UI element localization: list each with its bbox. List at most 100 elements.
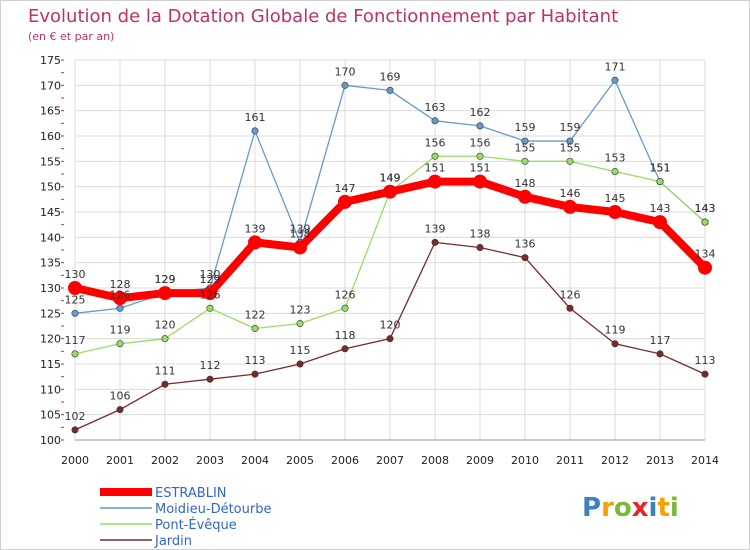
data-label: 126 — [335, 288, 356, 301]
data-point — [566, 157, 574, 165]
data-label: 115 — [290, 344, 311, 357]
data-point — [611, 340, 619, 348]
data-label: 126 — [560, 288, 581, 301]
y-tick-label: 160 — [40, 130, 61, 143]
x-tick-label: 2010 — [511, 454, 539, 467]
data-label: 130 — [65, 268, 86, 281]
data-point — [341, 81, 349, 89]
data-point — [611, 76, 619, 84]
y-tick-label: 115 — [40, 358, 61, 371]
data-point — [611, 167, 619, 175]
data-point — [113, 291, 127, 306]
x-tick-label: 2005 — [286, 454, 314, 467]
chart-subtitle: (en € et par an) — [28, 30, 114, 43]
data-label: 112 — [200, 359, 221, 372]
y-tick-label: 110 — [40, 383, 61, 396]
y-tick-label: 105 — [40, 409, 61, 422]
data-point — [116, 304, 124, 312]
x-tick-label: 2000 — [61, 454, 89, 467]
data-point — [296, 319, 304, 327]
y-tick-label: 120 — [40, 333, 61, 346]
data-label: 153 — [605, 151, 626, 164]
data-label: 111 — [155, 364, 176, 377]
y-tick-label: 175 — [40, 54, 61, 67]
data-point — [341, 345, 349, 353]
data-label: 113 — [695, 354, 716, 367]
data-point — [656, 178, 664, 186]
data-label: 139 — [425, 222, 446, 235]
proxiti-logo: Proxiti — [582, 493, 679, 523]
legend-label: Moidieu-Détourbe — [155, 502, 271, 517]
data-point — [161, 380, 169, 388]
data-point — [476, 122, 484, 130]
data-label: 119 — [605, 324, 626, 337]
x-tick-label: 2002 — [151, 454, 179, 467]
data-label: 138 — [470, 227, 491, 240]
data-label: 129 — [200, 273, 221, 286]
data-label: 162 — [470, 106, 491, 119]
data-point — [521, 137, 529, 145]
y-tick-label: 155 — [40, 155, 61, 168]
data-point — [251, 370, 259, 378]
data-point — [296, 360, 304, 368]
data-point — [251, 127, 259, 135]
legend-label: ESTRABLIN — [155, 486, 227, 501]
x-tick-label: 2014 — [691, 454, 719, 467]
data-label: 139 — [245, 222, 266, 235]
data-label: 117 — [650, 334, 671, 347]
data-label: 126 — [200, 288, 221, 301]
y-tick-label: 145 — [40, 206, 61, 219]
data-point — [158, 286, 172, 301]
data-label: 149 — [380, 172, 401, 185]
data-point — [431, 238, 439, 246]
data-point — [71, 350, 79, 358]
data-label: 122 — [245, 309, 266, 322]
data-label: 149 — [380, 172, 401, 185]
y-tick-label: 150 — [40, 181, 61, 194]
data-point — [698, 260, 712, 275]
data-label: 156 — [425, 136, 446, 149]
data-point — [521, 254, 529, 262]
data-label: 130 — [200, 268, 221, 281]
logo-letter: t — [657, 493, 669, 523]
data-label: 163 — [425, 101, 446, 114]
data-point — [116, 340, 124, 348]
data-point — [476, 152, 484, 160]
x-tick-label: 2009 — [466, 454, 494, 467]
data-point — [656, 350, 664, 358]
legend-label: Jardin — [154, 534, 192, 549]
data-label: 151 — [470, 162, 491, 175]
data-point — [206, 375, 214, 383]
data-point — [701, 218, 709, 226]
data-label: 143 — [695, 202, 716, 215]
data-point — [563, 199, 577, 214]
data-point — [518, 189, 532, 204]
logo-letter: P — [582, 493, 601, 523]
data-point — [566, 304, 574, 312]
data-point — [116, 406, 124, 414]
y-tick-label: 135 — [40, 257, 61, 270]
grid — [74, 59, 706, 441]
series-lines — [68, 76, 712, 434]
data-label: 134 — [695, 248, 716, 261]
data-label: 102 — [65, 410, 86, 423]
x-tick-label: 2011 — [556, 454, 584, 467]
data-label: 125 — [65, 293, 86, 306]
data-label: 106 — [110, 390, 131, 403]
data-label: 169 — [380, 70, 401, 83]
legend-label: Pont-Évêque — [155, 517, 237, 533]
data-label: 156 — [470, 136, 491, 149]
data-label: 170 — [335, 65, 356, 78]
x-tick-label: 2006 — [331, 454, 359, 467]
data-label: 143 — [695, 202, 716, 215]
y-tick-label: 165 — [40, 105, 61, 118]
axes: 100 105 110 115 120 125 130 135 140 145 150 155 160 1… — [40, 54, 719, 467]
data-point — [701, 370, 709, 378]
data-label: 126 — [110, 288, 131, 301]
data-point — [68, 281, 82, 295]
data-point — [566, 137, 574, 145]
data-label: 155 — [560, 141, 581, 154]
